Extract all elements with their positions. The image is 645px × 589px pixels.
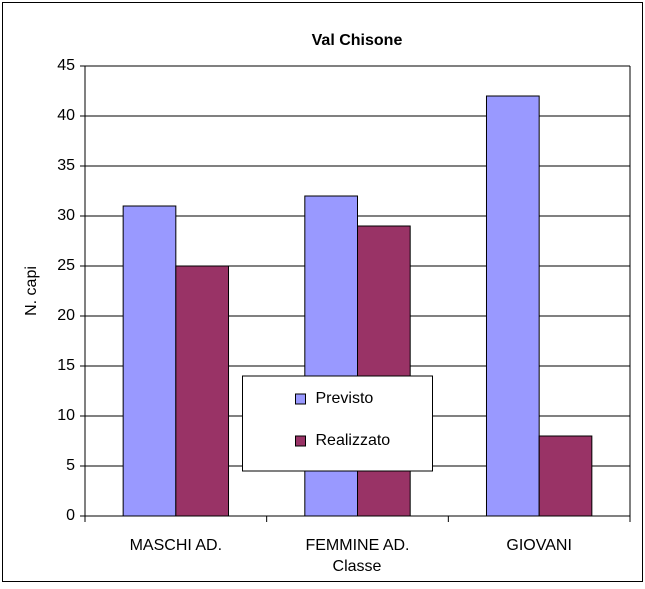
y-tick-label: 40	[57, 107, 75, 124]
bar	[357, 225, 411, 517]
bar	[122, 205, 177, 517]
legend-swatch	[295, 393, 306, 405]
y-tick-label: 35	[57, 157, 75, 174]
y-tick-label: 20	[57, 307, 75, 324]
legend-label: Previsto	[316, 390, 374, 407]
x-tick-label: FEMMINE AD.	[305, 537, 409, 554]
y-tick-label: 25	[57, 257, 75, 274]
legend-swatch	[295, 435, 306, 447]
bar	[485, 95, 540, 517]
y-tick-label: 30	[57, 207, 75, 224]
bar	[538, 435, 593, 517]
y-axis-label: N. capi	[23, 266, 40, 316]
legend-box	[242, 375, 433, 472]
x-tick-label: GIOVANI	[506, 537, 572, 554]
x-axis-label: Classe	[333, 558, 382, 575]
y-tick-label: 15	[57, 357, 75, 374]
bar	[175, 265, 230, 517]
y-tick-label: 0	[66, 507, 75, 524]
y-tick-label: 10	[57, 407, 75, 424]
x-tick-label: MASCHI AD.	[130, 537, 222, 554]
legend-label: Realizzato	[316, 432, 391, 449]
y-tick-label: 5	[66, 457, 75, 474]
y-tick-label: 45	[57, 57, 75, 74]
chart-title: Val Chisone	[312, 32, 403, 49]
